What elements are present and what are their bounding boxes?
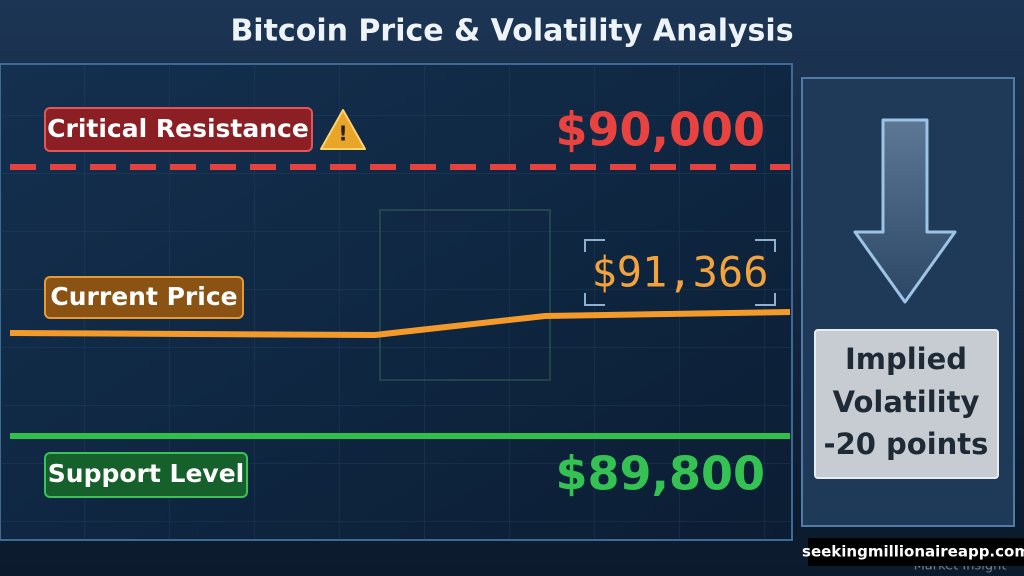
down-arrow: [853, 118, 957, 304]
resistance-tag: [44, 107, 313, 152]
watermark-bg: [808, 538, 1024, 566]
warning-mark: !: [338, 122, 347, 146]
support-value: $89,800: [555, 447, 765, 501]
price-bracket: [584, 239, 776, 306]
support-tag: [44, 452, 248, 498]
support-label: Support Level: [48, 459, 244, 488]
volatility-text: Implied: [845, 342, 967, 376]
volatility-box: [814, 329, 999, 479]
chip-decor: [379, 209, 551, 381]
price-value: $91,366: [591, 248, 768, 297]
title: Bitcoin Price & Volatility Analysis: [230, 14, 793, 49]
price-line: [9, 309, 791, 339]
resistance-label: Critical Resistance: [47, 114, 309, 143]
watermark: seekingmillionaireapp.com: [802, 543, 1024, 561]
price-label: Current Price: [50, 282, 237, 311]
volatility-text: Volatility: [833, 385, 980, 419]
price-tag: [44, 276, 244, 319]
resistance-value: $90,000: [555, 103, 765, 157]
volatility-text: -20 points: [824, 427, 989, 461]
warning-icon: [320, 109, 366, 150]
